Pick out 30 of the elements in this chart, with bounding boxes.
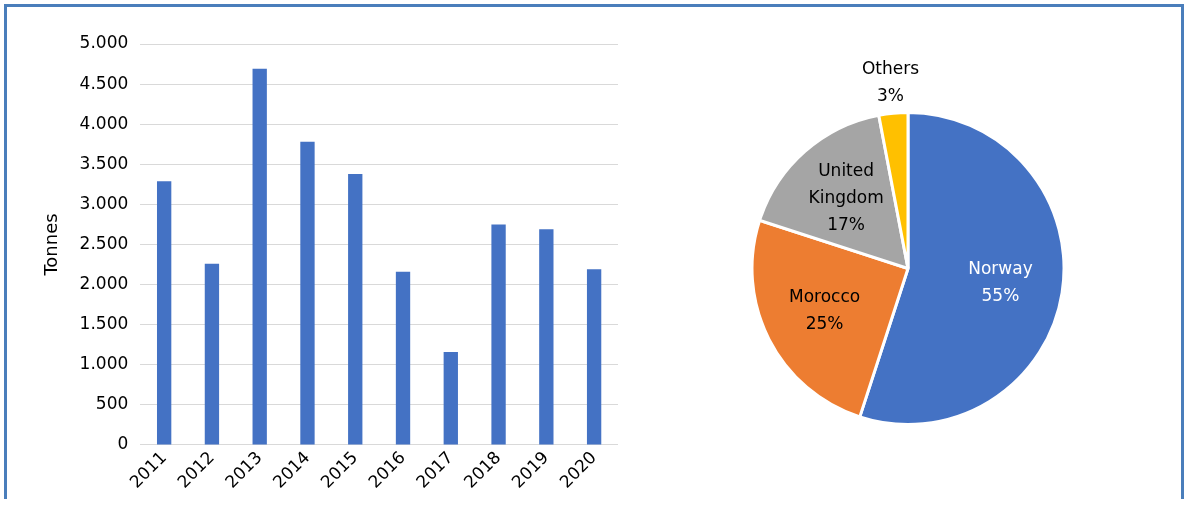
bar xyxy=(395,271,411,445)
bar xyxy=(443,351,458,445)
bar xyxy=(539,229,554,445)
slice-label: United Kingdom xyxy=(808,159,884,207)
y-axis-title: Tonnes xyxy=(40,213,62,277)
y-tick-label: 500 xyxy=(95,393,129,414)
y-tick-label: 5.000 xyxy=(79,32,129,53)
data-label: 55% xyxy=(981,285,1020,306)
bar xyxy=(252,68,267,445)
y-tick-label: 3.500 xyxy=(79,152,129,173)
y-tick-label: 1.000 xyxy=(79,353,129,374)
bar xyxy=(156,181,172,445)
y-tick-label: 0 xyxy=(117,433,129,454)
data-label: 3% xyxy=(877,85,904,106)
y-tick-label: 4.000 xyxy=(79,112,129,133)
bar xyxy=(300,141,315,445)
y-tick-label: 2.000 xyxy=(79,273,129,294)
slice-label: Morocco xyxy=(789,285,861,306)
y-tick-label: 4.500 xyxy=(79,72,129,93)
data-label: 17% xyxy=(827,213,865,234)
bar xyxy=(586,269,602,445)
y-tick-label: 2.500 xyxy=(79,232,129,253)
slice-label: Others xyxy=(861,58,920,79)
data-label: 25% xyxy=(805,312,844,333)
y-tick-label: 3.000 xyxy=(79,192,129,213)
bar xyxy=(348,173,363,445)
y-tick-label: 1.500 xyxy=(79,313,129,334)
slice-label: Norway xyxy=(968,258,1033,279)
bar xyxy=(204,263,220,445)
bar xyxy=(491,224,506,445)
